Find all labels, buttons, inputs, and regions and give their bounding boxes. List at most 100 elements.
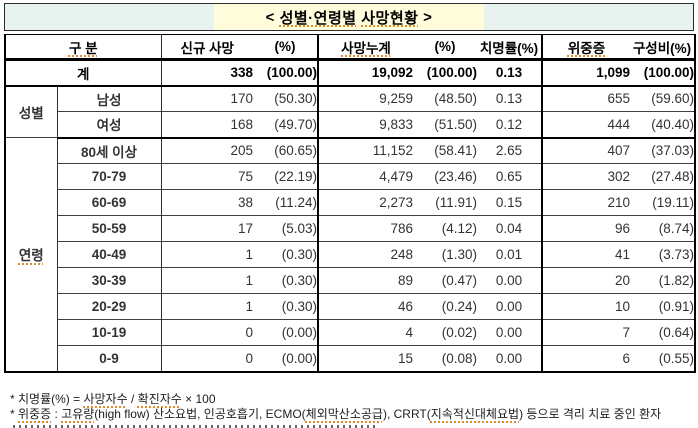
cell-severe-pct: (19.11): [630, 189, 695, 216]
footnote-text: /: [127, 392, 138, 406]
cell-severe-pct: (37.03): [630, 137, 695, 164]
cell-cum-deaths: 9,833: [317, 111, 413, 139]
title-close-bracket: >: [423, 8, 433, 26]
cell-cum-deaths: 11,152: [317, 137, 413, 164]
cell-fatality: 0.04: [477, 215, 542, 242]
cell-new-deaths: 1: [160, 241, 253, 268]
cell-cum-deaths: 19,092: [317, 59, 413, 87]
col-header-severe: 위중증: [541, 34, 630, 61]
footnote-text: × 100: [181, 392, 216, 406]
cell-cum-deaths: 46: [317, 293, 413, 320]
cell-fatality: 0.12: [477, 111, 542, 139]
row-label: 50-59: [56, 215, 161, 242]
cell-severe-pct: (1.82): [630, 267, 695, 294]
footnote-fatality-formula: * 치명률(%) = 사망자수 / 확진자수 × 100: [10, 390, 216, 407]
death-status-table: 구 분 신규 사망 (%) 사망누계 (%) 치명률(%) 위중증 구성비(%)…: [4, 34, 696, 373]
cell-severe: 41: [541, 241, 630, 268]
cell-cum-pct: (4.12): [413, 215, 477, 242]
total-label: 계: [5, 59, 161, 87]
cell-severe: 20: [541, 267, 630, 294]
cell-cum-deaths: 248: [317, 241, 413, 268]
table-row-male: 성별 남성 170 (50.30) 9,259 (48.50) 0.13 655…: [4, 85, 695, 138]
col-header-fatality-rate: 치명률(%): [477, 34, 542, 61]
cell-new-pct: (50.30): [253, 85, 318, 112]
footnote-text: (high flow) 산소요법, 인공호흡기, ECMO(: [94, 407, 306, 421]
row-label: 70-79: [56, 163, 161, 190]
cell-severe-pct: (100.00): [630, 59, 695, 87]
clipped-glyph-tops: [13, 425, 379, 428]
col-header-category: 구 분: [5, 34, 161, 61]
row-label: 20-29: [56, 293, 161, 320]
cell-fatality: 0.00: [477, 319, 542, 346]
row-label: 30-39: [56, 267, 161, 294]
footnote-term: 체외막산소공급: [305, 407, 383, 421]
cell-fatality: 0.00: [477, 267, 542, 294]
cell-new-pct: (0.30): [253, 241, 318, 268]
cell-fatality: 0.00: [477, 345, 542, 372]
cell-cum-pct: (23.46): [413, 163, 477, 190]
footnote-term: 위중증: [18, 407, 52, 421]
table-row-age-70-79: 70-79 75 (22.19) 4,479 (23.46) 0.65 302 …: [5, 163, 695, 190]
table-row-age-0-9: 0-9 0 (0.00) 15 (0.08) 0.00 6 (0.55): [5, 345, 695, 372]
cell-cum-pct: (0.02): [413, 319, 477, 346]
cell-new-pct: (11.24): [253, 189, 318, 216]
col-header-severe-label: 위중증: [567, 40, 606, 56]
cell-severe: 407: [541, 137, 630, 164]
col-header-category-label: 구 분: [68, 40, 98, 56]
cell-new-pct: (5.03): [253, 215, 318, 242]
header-row: 구 분 신규 사망 (%) 사망누계 (%) 치명률(%) 위중증 구성비(%): [5, 34, 695, 61]
cell-severe-pct: (0.64): [630, 319, 695, 346]
table-row-age-20-29: 20-29 1 (0.30) 46 (0.24) 0.00 10 (0.91): [5, 293, 695, 320]
cell-new-pct: (0.00): [253, 345, 318, 372]
footnote-term: 지속적신대체요법: [430, 407, 520, 421]
cell-new-deaths: 170: [160, 85, 253, 112]
table-row-age-40-49: 40-49 1 (0.30) 248 (1.30) 0.01 41 (3.73): [5, 241, 695, 268]
cell-new-pct: (22.19): [253, 163, 318, 190]
row-label: 남성: [56, 85, 161, 112]
cell-cum-pct: (0.47): [413, 267, 477, 294]
cell-cum-deaths: 9,259: [317, 85, 413, 112]
cell-severe: 10: [541, 293, 630, 320]
cell-new-deaths: 0: [160, 319, 253, 346]
cell-severe-pct: (0.55): [630, 345, 695, 372]
col-header-cum-deaths-label: 사망누계: [341, 40, 391, 56]
cell-fatality: 0.65: [477, 163, 542, 190]
cell-new-pct: (0.30): [253, 267, 318, 294]
row-label: 여성: [56, 111, 161, 139]
title-open-bracket: <: [265, 8, 275, 26]
cell-severe: 302: [541, 163, 630, 190]
cell-cum-deaths: 2,273: [317, 189, 413, 216]
footnote-text: ) 등으로 격리 치료 중인 환자: [519, 407, 662, 421]
footnote-text: * 치명률(%) =: [10, 392, 84, 406]
cell-new-pct: (100.00): [253, 59, 318, 87]
cell-cum-deaths: 15: [317, 345, 413, 372]
footnote-clipped-line: [13, 421, 379, 428]
cell-fatality: 0.15: [477, 189, 542, 216]
cell-new-pct: (60.65): [253, 137, 318, 164]
cell-severe: 96: [541, 215, 630, 242]
cell-severe-pct: (3.73): [630, 241, 695, 268]
table-row-age-10-19: 10-19 0 (0.00) 4 (0.02) 0.00 7 (0.64): [5, 319, 695, 346]
row-label: 10-19: [56, 319, 161, 346]
footnote-text: ), CRRT(: [382, 407, 431, 421]
group-label-age: 연령: [4, 137, 57, 372]
cell-severe-pct: (27.48): [630, 163, 695, 190]
cell-cum-pct: (58.41): [413, 137, 477, 164]
cell-cum-pct: (11.91): [413, 189, 477, 216]
table-row-female: 여성 168 (49.70) 9,833 (51.50) 0.12 444 (4…: [5, 111, 695, 139]
cell-severe: 444: [541, 111, 630, 139]
cell-severe: 655: [541, 85, 630, 112]
cell-new-deaths: 168: [160, 111, 253, 139]
cell-cum-deaths: 786: [317, 215, 413, 242]
cell-fatality: 0.13: [477, 59, 542, 87]
table-row-total: 계 338 (100.00) 19,092 (100.00) 0.13 1,09…: [5, 59, 695, 87]
cell-severe: 1,099: [541, 59, 630, 87]
table-title-bar: < 성별·연령별 사망현황 >: [4, 3, 694, 31]
cell-cum-pct: (0.24): [413, 293, 477, 320]
cell-new-pct: (0.00): [253, 319, 318, 346]
cell-severe-pct: (40.40): [630, 111, 695, 139]
cell-new-deaths: 1: [160, 293, 253, 320]
col-header-new-pct: (%): [253, 34, 318, 61]
footnote-text: :: [51, 407, 62, 421]
